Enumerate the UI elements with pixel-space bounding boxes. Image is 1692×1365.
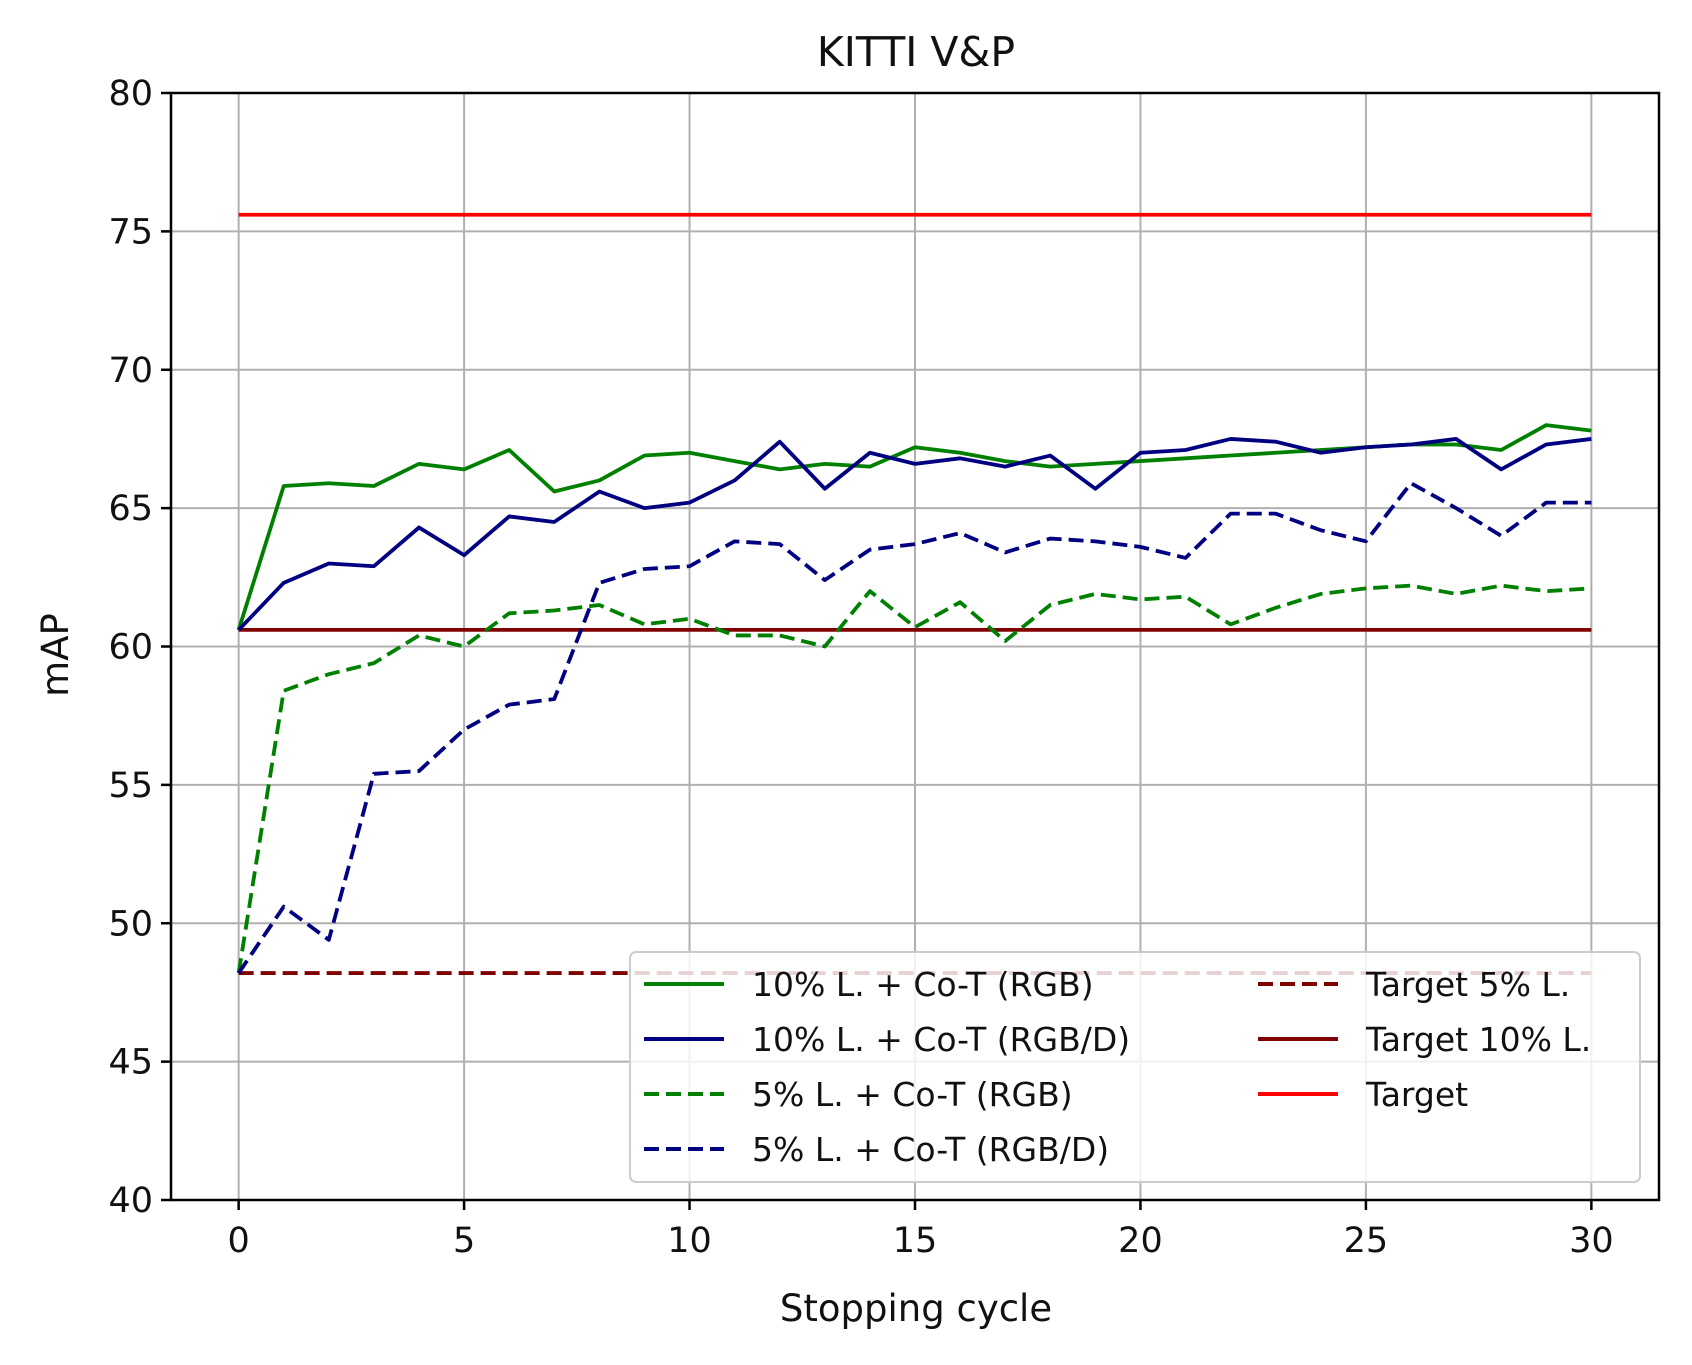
legend: 10% L. + Co-T (RGB) 10% L. + Co-T (RGB/D)… — [629, 951, 1641, 1183]
y-tick-label: 45 — [108, 1043, 153, 1083]
y-tick-label: 70 — [108, 351, 153, 391]
x-tick-label: 15 — [893, 1221, 938, 1261]
y-tick-label: 60 — [108, 628, 153, 668]
legend-box — [629, 951, 1641, 1183]
x-tick-label: 25 — [1344, 1221, 1389, 1261]
y-tick-label: 65 — [108, 489, 153, 529]
y-tick-label: 55 — [108, 766, 153, 806]
series-line-1 — [237, 437, 1592, 632]
legend-label: 5% L. + Co-T (RGB/D) — [752, 1130, 1109, 1169]
legend-label: Target 10% L. — [1365, 1020, 1591, 1059]
x-axis-label: Stopping cycle — [780, 1287, 1052, 1330]
x-tick-label: 30 — [1569, 1221, 1614, 1261]
legend-label: 5% L. + Co-T (RGB) — [752, 1075, 1073, 1114]
y-axis-label: mAP — [34, 613, 77, 697]
grid — [171, 92, 1659, 1201]
series-line-3 — [237, 481, 1592, 975]
series-lines — [236, 212, 1592, 975]
legend-label: 10% L. + Co-T (RGB) — [752, 965, 1094, 1004]
x-tick-label: 10 — [667, 1221, 712, 1261]
chart-title: KITTI V&P — [817, 28, 1015, 76]
y-tick-label: 80 — [108, 74, 153, 114]
y-tick-label: 40 — [108, 1181, 153, 1221]
x-tick-label: 20 — [1118, 1221, 1163, 1261]
axis-ticks: 0 5 10 15 20 25 30 40 45 50 55 60 65 70 75 80 — [108, 74, 1613, 1261]
x-tick-label: 0 — [227, 1221, 249, 1261]
y-tick-label: 75 — [108, 212, 153, 252]
x-tick-label: 5 — [453, 1221, 475, 1261]
legend-label: 10% L. + Co-T (RGB/D) — [752, 1020, 1130, 1059]
y-tick-label: 50 — [108, 904, 153, 944]
legend-label: Target — [1365, 1075, 1468, 1114]
series-line-2 — [236, 583, 1592, 974]
legend-label: Target 5% L. — [1365, 965, 1570, 1004]
